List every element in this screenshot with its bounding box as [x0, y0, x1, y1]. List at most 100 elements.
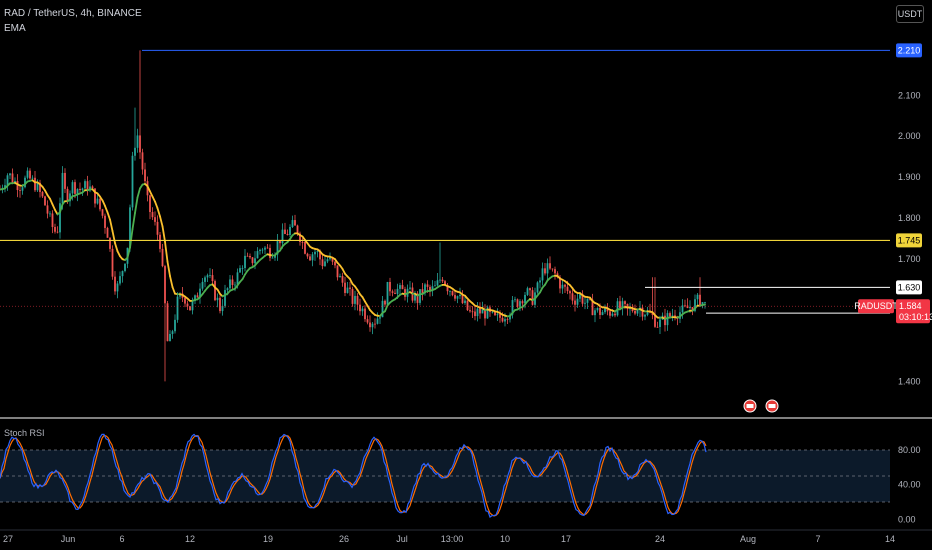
candle-body — [99, 198, 101, 210]
candle-body — [361, 308, 364, 312]
candle-body — [511, 300, 514, 315]
candle-body — [691, 307, 694, 311]
candle — [409, 280, 411, 291]
candle — [196, 292, 199, 298]
candle-body — [519, 301, 521, 307]
candle-body — [369, 322, 371, 328]
candle-body — [244, 255, 246, 269]
candle — [291, 215, 294, 229]
candle-body — [671, 315, 674, 317]
candle — [176, 292, 179, 323]
y-tick-label: 1.700 — [898, 254, 921, 264]
candle-body — [431, 286, 434, 291]
candle-body — [21, 187, 24, 191]
candle-body — [451, 291, 454, 296]
candle-body — [404, 289, 406, 297]
candle — [389, 277, 391, 296]
candle-body — [89, 186, 91, 191]
candle — [416, 291, 419, 310]
candle-body — [686, 305, 689, 309]
candle-body — [219, 297, 221, 312]
candle-body — [546, 263, 549, 274]
candle — [399, 282, 401, 296]
candle — [529, 287, 531, 297]
candle — [601, 310, 604, 316]
candle-body — [206, 275, 209, 278]
candle-body — [191, 300, 194, 311]
candle — [699, 277, 701, 307]
candle-body — [141, 152, 144, 170]
candle — [306, 252, 309, 259]
candle-body — [646, 310, 649, 315]
candle-body — [701, 302, 704, 306]
candle-body — [299, 233, 301, 243]
candle-body — [659, 319, 661, 327]
candle-body — [539, 280, 541, 283]
candle — [561, 279, 564, 294]
candle — [86, 175, 89, 196]
candle — [249, 253, 251, 260]
candle — [461, 290, 464, 305]
candle-body — [521, 301, 524, 304]
candle — [546, 258, 549, 281]
candle-body — [49, 213, 51, 215]
candle-body — [584, 302, 586, 304]
candle — [79, 182, 81, 195]
resistance-price-tag: 1.630 — [896, 280, 922, 295]
candle-body — [166, 303, 169, 342]
candle — [51, 210, 54, 234]
candle — [576, 292, 579, 308]
candle-body — [516, 299, 519, 307]
candle-body — [381, 300, 384, 318]
candle-body — [656, 326, 659, 328]
candle — [161, 244, 164, 268]
candle — [351, 286, 354, 307]
ema-segment — [129, 228, 134, 249]
candle-body — [86, 181, 89, 191]
candle — [696, 293, 699, 306]
candle — [626, 303, 629, 316]
candle-body — [9, 173, 11, 176]
candle — [424, 282, 426, 296]
candle-body — [351, 288, 354, 304]
candle — [186, 300, 189, 311]
candle-body — [64, 172, 66, 189]
indicator-label[interactable]: EMA — [4, 23, 26, 34]
event-flag-mark — [768, 404, 776, 408]
candle — [686, 298, 689, 309]
candle — [514, 296, 516, 303]
candle-body — [529, 288, 531, 291]
candle — [604, 304, 606, 314]
candle — [344, 276, 346, 297]
candle-body — [559, 277, 561, 289]
x-tick-label: 27 — [3, 534, 13, 544]
candle-body — [46, 205, 49, 214]
x-tick-label: Jul — [396, 534, 408, 544]
candle-body — [189, 306, 191, 311]
candle — [284, 222, 286, 235]
candle — [156, 215, 159, 241]
candle-body — [151, 212, 154, 218]
candle-body — [364, 308, 366, 320]
candle — [674, 309, 676, 321]
candle — [516, 298, 519, 309]
candle-body — [414, 293, 416, 301]
candle — [111, 245, 114, 280]
candle — [299, 231, 301, 246]
candle — [261, 247, 264, 254]
candle — [276, 233, 279, 261]
rsi-tick-label: 80.00 — [898, 445, 921, 455]
currency-unit-button[interactable]: USDT — [896, 5, 924, 23]
resistance-price-tag-bg — [896, 280, 922, 295]
stoch-k-line — [0, 433, 707, 518]
candle — [359, 298, 361, 316]
candle — [164, 264, 166, 382]
candle-body — [549, 263, 551, 269]
candle — [621, 297, 624, 316]
candle-body — [606, 308, 609, 312]
candle-body — [356, 295, 359, 305]
candle-body — [544, 268, 546, 274]
candle — [134, 107, 136, 161]
candle-body — [326, 259, 329, 262]
